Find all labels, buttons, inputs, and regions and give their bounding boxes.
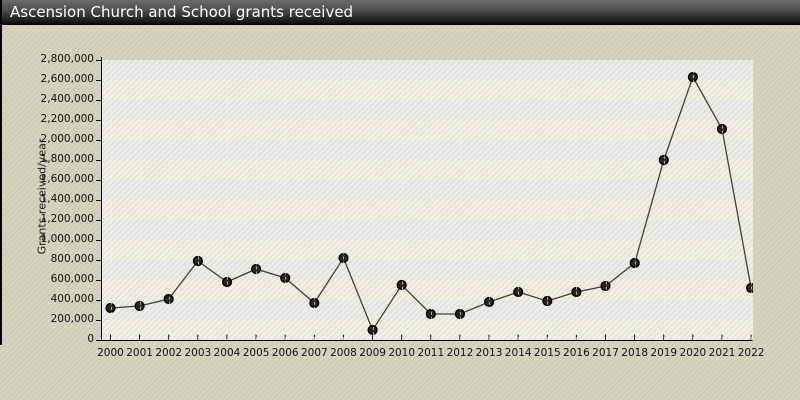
x-tick-label: 2014: [504, 347, 532, 359]
plot-area: [101, 60, 753, 340]
x-tick-label: 2015: [533, 347, 561, 359]
x-tick-label: 2001: [126, 347, 153, 359]
y-tick-label: 1,000,000: [40, 233, 94, 245]
data-point-marker: [600, 280, 611, 292]
data-point-marker: [425, 308, 436, 320]
year-gridline: [722, 60, 724, 340]
y-tick-label: 2,200,000: [40, 113, 94, 125]
data-point-marker: [280, 272, 291, 284]
year-gridline: [110, 60, 112, 340]
year-gridline: [430, 60, 432, 340]
y-tick-label: 400,000: [50, 293, 94, 305]
x-tick-label: 2019: [650, 347, 678, 359]
y-tick-mark: [96, 100, 101, 101]
year-gridline: [168, 60, 170, 340]
year-gridline: [576, 60, 578, 340]
y-tick-label: 800,000: [50, 253, 94, 265]
year-gridline: [547, 60, 549, 340]
x-tick-label: 2018: [621, 347, 649, 359]
year-gridline: [751, 60, 753, 340]
year-gridline: [226, 60, 228, 340]
y-tick-label: 2,400,000: [40, 93, 94, 105]
x-tick-label: 2000: [97, 347, 124, 359]
year-gridline: [256, 60, 258, 340]
data-point-marker: [454, 308, 466, 320]
y-tick-label: 1,600,000: [40, 173, 94, 185]
data-point-marker: [309, 297, 320, 309]
x-tick-label: 2021: [708, 347, 736, 359]
x-tick-label: 2016: [563, 347, 590, 359]
year-gridline: [518, 60, 520, 340]
x-tick-label: 2004: [213, 347, 241, 359]
x-tick-label: 2009: [359, 347, 386, 359]
x-tick-label: 2003: [184, 347, 212, 359]
year-gridline: [663, 60, 665, 340]
x-tick-label: 2013: [475, 347, 503, 359]
y-tick-label: 2,000,000: [40, 133, 94, 145]
y-tick-mark: [96, 260, 101, 261]
y-tick-mark: [96, 240, 101, 241]
y-tick-label: 600,000: [50, 273, 94, 285]
x-tick-label: 2005: [242, 347, 270, 359]
y-tick-mark: [96, 340, 101, 341]
y-tick-mark: [96, 320, 101, 321]
year-gridline: [139, 60, 141, 340]
window-left-border: [0, 0, 2, 345]
year-gridline: [692, 60, 694, 340]
data-point-marker: [571, 286, 582, 298]
year-gridline: [314, 60, 316, 340]
y-tick-label: 1,400,000: [40, 193, 94, 205]
y-tick-label: 0: [87, 333, 94, 345]
year-gridline: [634, 60, 636, 340]
year-gridline: [489, 60, 491, 340]
y-tick-mark: [96, 160, 101, 161]
year-gridline: [197, 60, 199, 340]
chart-title: Ascension Church and School grants recei…: [10, 3, 354, 21]
y-tick-mark: [96, 180, 101, 181]
y-tick-label: 200,000: [50, 313, 94, 325]
data-point-marker: [163, 293, 174, 305]
y-tick-label: 1,800,000: [40, 153, 94, 165]
x-tick-label: 2017: [592, 347, 619, 359]
y-tick-label: 2,800,000: [40, 53, 94, 65]
year-gridline: [285, 60, 287, 340]
x-tick-label: 2011: [417, 347, 445, 359]
y-tick-mark: [96, 60, 101, 61]
data-point-marker: [134, 300, 145, 312]
data-point-marker: [716, 123, 728, 135]
y-tick-mark: [96, 120, 101, 121]
y-tick-mark: [96, 280, 101, 281]
y-tick-mark: [96, 220, 101, 221]
x-tick-label: 2008: [330, 347, 357, 359]
year-gridline: [459, 60, 461, 340]
y-tick-mark: [96, 80, 101, 81]
x-tick-label: 2007: [300, 347, 328, 359]
x-tick-label: 2010: [388, 347, 416, 359]
year-gridline: [372, 60, 374, 340]
y-tick-mark: [96, 300, 101, 301]
x-tick-label: 2022: [737, 347, 765, 359]
x-tick-label: 2012: [446, 347, 474, 359]
y-tick-mark: [96, 200, 101, 201]
year-gridline: [401, 60, 403, 340]
chart-title-bar: Ascension Church and School grants recei…: [0, 0, 800, 25]
year-gridline: [343, 60, 345, 340]
x-tick-label: 2006: [271, 347, 299, 359]
x-tick-label: 2002: [155, 347, 183, 359]
y-tick-label: 1,200,000: [40, 213, 94, 225]
y-tick-mark: [96, 140, 101, 141]
x-tick-label: 2020: [679, 347, 707, 359]
year-gridline: [605, 60, 607, 340]
y-tick-label: 2,600,000: [40, 73, 94, 85]
